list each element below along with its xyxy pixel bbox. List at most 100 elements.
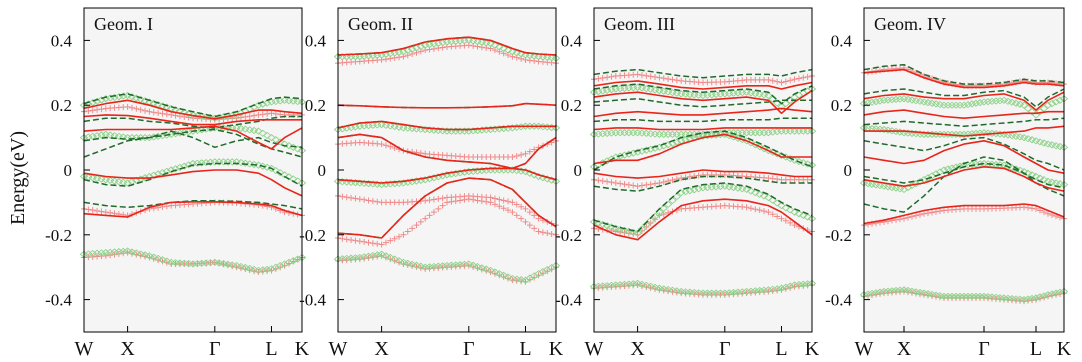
data-point [448,198,455,205]
data-point [163,111,170,118]
data-point [374,240,381,247]
y-tick-label: -0.4 [299,291,326,310]
data-point [795,75,802,82]
data-point [374,198,381,205]
data-point [132,249,141,257]
data-point [901,215,907,222]
data-point [267,134,276,142]
data-point [594,87,603,96]
data-point [452,198,459,205]
data-point [499,44,508,53]
series-cross-pink [861,204,1067,229]
data-point [193,126,202,135]
data-point [991,97,1001,105]
data-point [967,160,977,169]
data-point [438,39,447,47]
data-point [361,238,368,245]
data-point [927,172,937,180]
y-tick-label: 0 [64,161,73,180]
panel-4: 0.4 0.2 0 -0.2 -0.4 W X Γ L K Geom. IV [825,7,1072,360]
data-point [602,86,612,94]
data-point [638,182,645,189]
data-point [774,176,781,183]
panel-title: Geom. I [94,14,153,34]
data-point [378,241,385,248]
data-point [768,128,777,136]
y-tick-label: -0.2 [299,226,326,245]
data-point [512,49,521,57]
data-point [875,288,885,296]
data-point [107,209,114,216]
data-point [232,261,241,270]
series-diamond-green [589,182,817,237]
data-point [535,228,542,235]
data-point [343,236,350,243]
series-solid-red [337,177,557,239]
y-tick-label: 0.4 [831,31,853,50]
data-point [522,205,529,212]
data-point [276,261,285,270]
x-tick-label: X [374,338,389,360]
series-solid-red [863,68,1065,89]
data-point [352,195,359,202]
series-solid-red [593,127,812,131]
data-point [781,99,791,108]
x-tick-label: X [897,338,912,360]
data-point [1051,98,1061,106]
data-point [197,126,206,134]
data-point [280,171,289,179]
data-point [1039,292,1049,300]
x-tick-label: Γ [463,338,475,360]
data-point [1019,296,1029,304]
data-point [412,44,421,52]
data-point [883,96,893,104]
data-point [647,181,654,188]
data-point [790,281,799,289]
data-point [381,50,391,58]
data-point [254,266,263,275]
data-point [293,145,302,153]
data-point [430,209,437,216]
data-point [917,211,923,218]
data-point [933,208,939,215]
y-tick-label: -0.2 [555,226,582,245]
data-point [223,112,233,120]
data-point [665,75,672,82]
data-point [518,203,525,210]
data-point [765,76,772,83]
data-point [486,40,495,48]
data-point [483,198,490,205]
data-point [959,161,969,169]
data-point [163,203,170,210]
data-point [959,130,969,138]
data-point [387,143,394,150]
data-point [146,108,153,115]
data-point [85,108,92,115]
data-point [887,287,897,295]
x-tick-label: W [855,338,874,360]
data-point [94,207,101,214]
data-point [774,78,781,85]
data-point [284,142,294,150]
y-tick-label: 0.4 [561,31,583,50]
x-tick-label: W [585,338,604,360]
y-tick-label: 0 [574,161,583,180]
data-point [478,198,485,205]
plot-area [84,8,302,332]
series-dashed-green [83,162,303,187]
x-tick-label: L [519,338,531,360]
series-solid-red [864,125,1065,137]
data-point [685,187,695,195]
data-point [967,100,977,108]
series-diamond-green [859,95,1069,119]
series-dashed-green [593,83,813,105]
data-point [1019,168,1029,176]
data-point [435,195,442,202]
data-point [171,165,180,173]
data-point [356,196,363,203]
data-point [88,99,97,107]
y-tick-label: -0.4 [45,291,72,310]
data-point [777,103,786,111]
data-point [280,140,289,148]
